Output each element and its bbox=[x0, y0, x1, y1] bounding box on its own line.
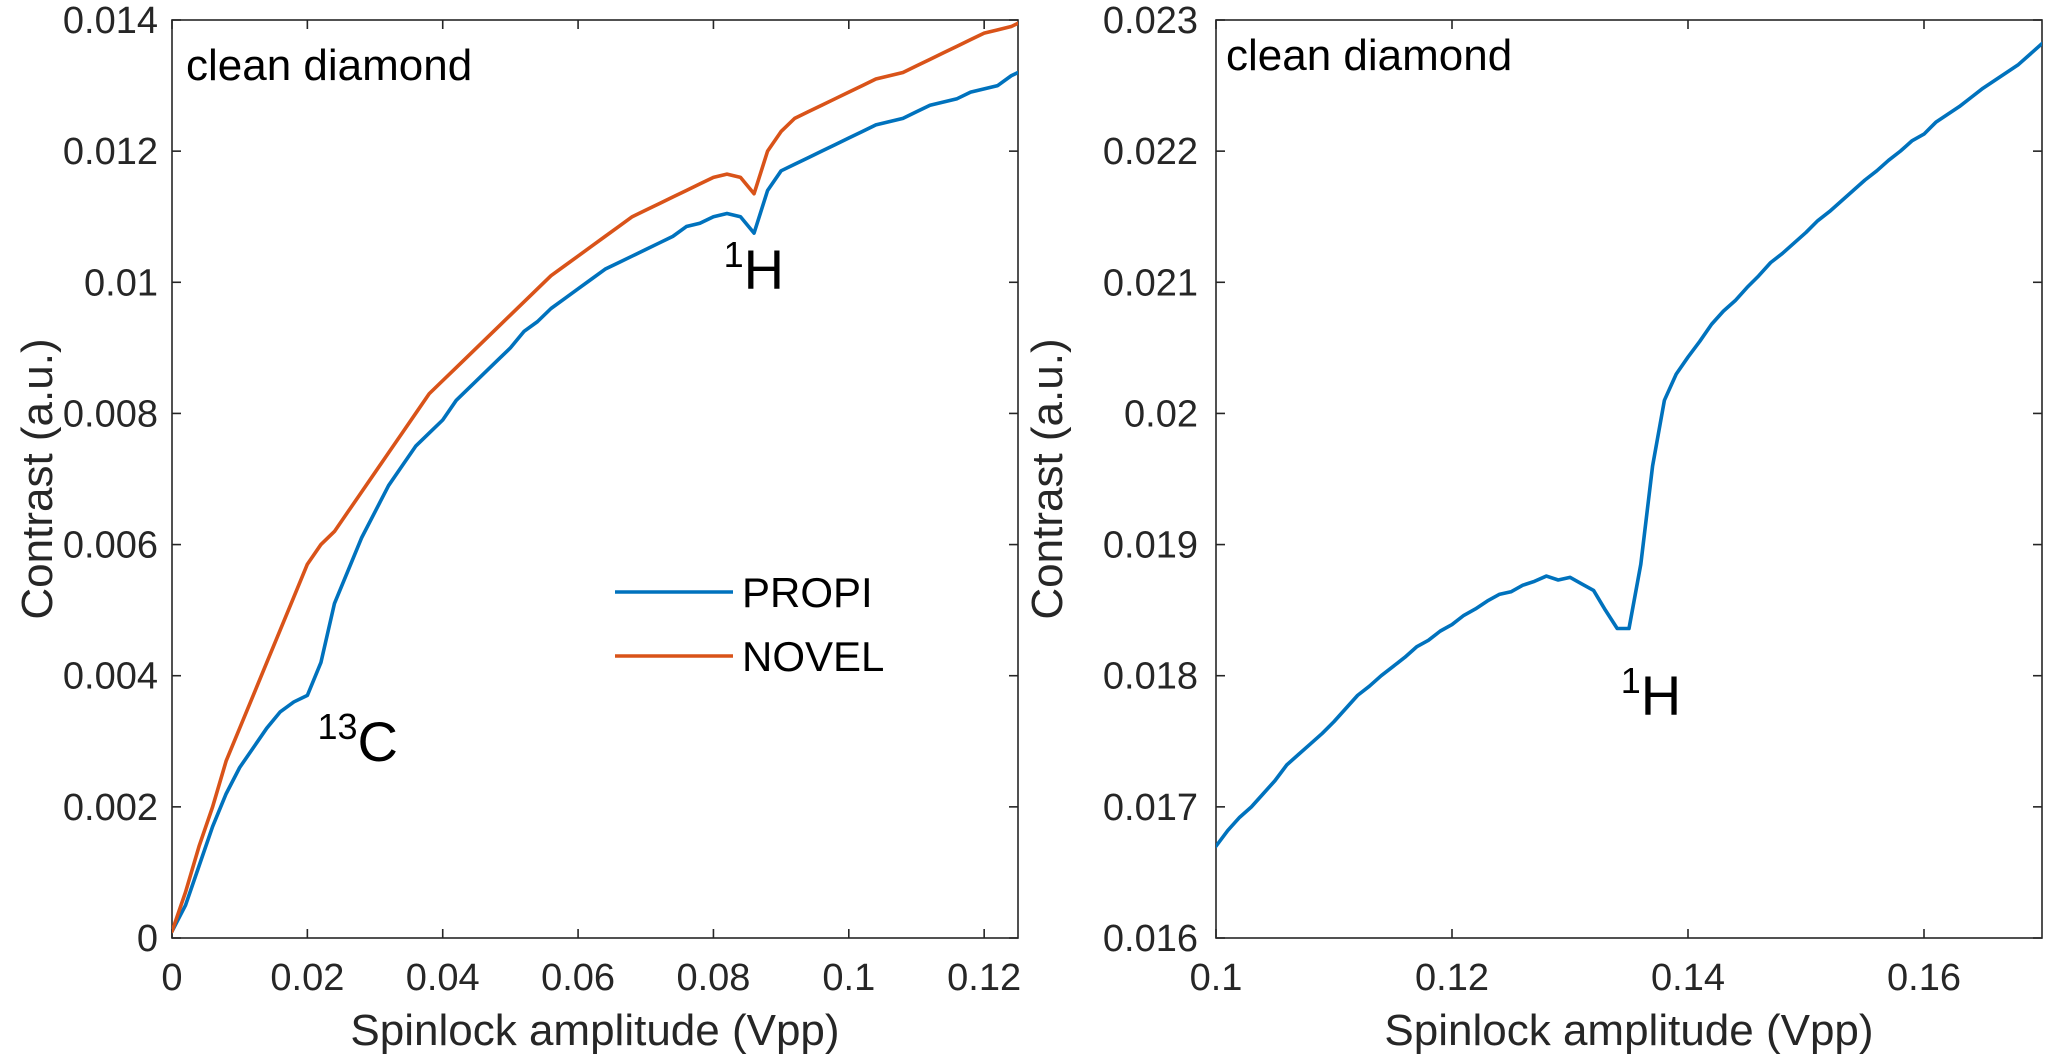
x-tick-label: 0.1 bbox=[822, 957, 875, 999]
x-tick-label: 0.08 bbox=[676, 957, 750, 999]
x-tick-label: 0.14 bbox=[1651, 957, 1725, 999]
annotation-label: 1H bbox=[724, 234, 784, 301]
y-tick-label: 0.023 bbox=[1103, 0, 1198, 42]
y-axis-title: Contrast (a.u.) bbox=[13, 338, 62, 619]
y-tick-label: 0.008 bbox=[63, 393, 158, 435]
legend-label-novel: NOVEL bbox=[742, 633, 884, 680]
annotation-label: 13C bbox=[318, 706, 399, 773]
x-tick-label: 0.04 bbox=[406, 957, 480, 999]
panel-title: clean diamond bbox=[186, 41, 472, 90]
y-tick-label: 0.014 bbox=[63, 0, 158, 42]
y-tick-label: 0.012 bbox=[63, 131, 158, 173]
chart-panel-2: 0.1 0.12 0.14 0.16 0.016 0.017 0.018 0.019 0.02 0… bbox=[1023, 0, 2043, 1055]
x-tick-label: 0.16 bbox=[1887, 957, 1961, 999]
annotation-symbol: C bbox=[358, 710, 398, 773]
annotation-label: 1H bbox=[1621, 660, 1681, 727]
y-tick-label: 0.004 bbox=[63, 656, 158, 698]
y-tick-label: 0.016 bbox=[1103, 918, 1198, 960]
x-tick-label: 0 bbox=[161, 957, 182, 999]
series-line-novel bbox=[172, 21, 1018, 934]
panel-title: clean diamond bbox=[1226, 31, 1512, 80]
annotation-superscript: 13 bbox=[318, 706, 358, 747]
y-tick-label: 0.006 bbox=[63, 525, 158, 567]
annotation-symbol: H bbox=[744, 238, 784, 301]
chart-panel-1: 0 0.02 0.04 0.06 0.08 0.1 0.12 0 0.002 0.004 0.006… bbox=[13, 0, 1021, 1055]
y-tick-label: 0.018 bbox=[1103, 656, 1198, 698]
x-tick-label: 0.12 bbox=[947, 957, 1021, 999]
x-axis-title: Spinlock amplitude (Vpp) bbox=[350, 1006, 839, 1055]
series-line-propi bbox=[172, 70, 1018, 934]
x-tick-label: 0.02 bbox=[270, 957, 344, 999]
x-tick-label: 0.12 bbox=[1415, 957, 1489, 999]
y-tick-label: 0.002 bbox=[63, 787, 158, 829]
y-tick-label: 0.022 bbox=[1103, 131, 1198, 173]
x-axis-title: Spinlock amplitude (Vpp) bbox=[1384, 1006, 1873, 1055]
annotation-symbol: H bbox=[1641, 664, 1681, 727]
y-tick-label: 0.021 bbox=[1103, 262, 1198, 304]
y-tick-label: 0.019 bbox=[1103, 525, 1198, 567]
x-tick-label: 0.06 bbox=[541, 957, 615, 999]
x-tick-label: 0.1 bbox=[1190, 957, 1243, 999]
y-tick-label: 0.017 bbox=[1103, 787, 1198, 829]
annotation-superscript: 1 bbox=[724, 234, 744, 275]
annotation-superscript: 1 bbox=[1621, 660, 1641, 701]
y-tick-label: 0 bbox=[137, 918, 158, 960]
plot-area bbox=[1215, 19, 2043, 939]
y-axis-title: Contrast (a.u.) bbox=[1023, 338, 1072, 619]
y-tick-label: 0.02 bbox=[1124, 393, 1198, 435]
series-line-series-1 bbox=[1216, 41, 2042, 848]
plot-area bbox=[171, 19, 1019, 939]
y-tick-label: 0.01 bbox=[84, 262, 158, 304]
legend-label-propi: PROPI bbox=[742, 569, 873, 616]
legend: PROPI NOVEL bbox=[615, 569, 884, 680]
